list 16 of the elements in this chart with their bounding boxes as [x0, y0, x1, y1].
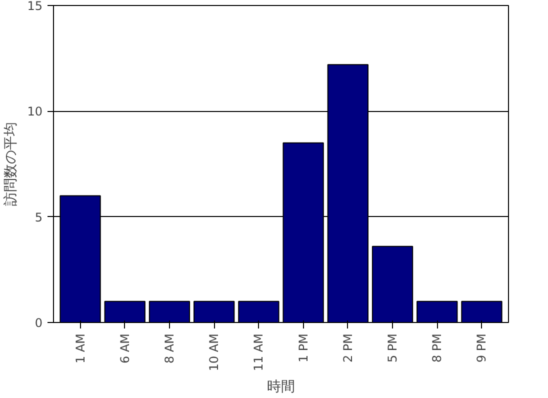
x-tick-label: 2 PM — [340, 333, 355, 363]
y-tick-label: 15 — [27, 0, 43, 13]
x-tick-label: 5 PM — [386, 333, 400, 363]
x-tick-label: 9 PM — [474, 333, 489, 363]
y-axis-title: 訪問数の平均 — [3, 122, 20, 206]
x-tick-label: 10 AM — [207, 333, 222, 372]
x-tick-label: 8 AM — [162, 333, 176, 364]
x-tick-label: 8 PM — [430, 333, 444, 363]
x-tick-label: 11 AM — [252, 333, 266, 372]
x-tick-label: 6 AM — [118, 333, 132, 364]
y-tick-label: 10 — [27, 104, 43, 119]
x-axis-title: 時間 — [267, 379, 295, 396]
x-tick-label: 1 PM — [296, 333, 310, 363]
y-tick-label: 5 — [34, 210, 43, 224]
x-tick-label: 1 AM — [73, 333, 88, 364]
y-tick-label: 0 — [34, 316, 43, 330]
